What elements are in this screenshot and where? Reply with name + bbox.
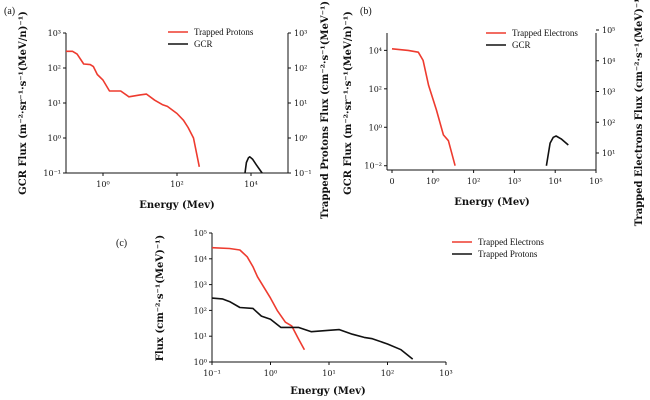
p0-ytick-right-label: 10¹ xyxy=(294,99,307,108)
c-ylabel: Flux (cm⁻²·s⁻¹(MeV)⁻¹) xyxy=(155,235,166,361)
p2-ytick-label: 10⁴ xyxy=(194,255,207,264)
p0-xtick-label: 10⁰ xyxy=(96,180,109,189)
p1-xtick-label: 0 xyxy=(389,177,394,186)
p0-ytick-right-label: 10² xyxy=(294,64,307,73)
p1-ytick-label: 10⁻² xyxy=(364,162,382,171)
p1-xtick-label: 10⁰ xyxy=(426,177,439,186)
panel-label-a: (a) xyxy=(4,6,15,17)
a-ylabel: GCR Flux (m⁻²·sr⁻¹·s⁻¹(MeV/n)⁻¹) xyxy=(18,11,29,195)
b-xlabel: Energy (Mev) xyxy=(454,197,530,208)
p2-ytick-label: 10¹ xyxy=(194,332,207,341)
p1-ytick-right-label: 10¹ xyxy=(602,149,615,158)
p1-series-gcr xyxy=(545,135,569,166)
p2-legend-label-trapped-electrons: Trapped Electrons xyxy=(478,237,544,247)
p2-xtick-label: 10³ xyxy=(439,369,452,378)
panel-label-b: (b) xyxy=(360,6,372,17)
b-ylabel-right: Trapped Electrons Flux (cm⁻²·s⁻¹(MeV)⁻¹) xyxy=(634,0,645,226)
p0-ytick-label: 10¹ xyxy=(48,99,61,108)
p2-series-trapped-electrons xyxy=(211,246,306,351)
p1-ytick-right-label: 10² xyxy=(602,118,615,127)
p0-ytick-right-label: 10³ xyxy=(294,29,307,38)
panel-label-c: (c) xyxy=(116,238,127,249)
a-xlabel: Energy (Mev) xyxy=(139,200,215,211)
p1-xtick-label: 10³ xyxy=(508,177,521,186)
p1-xtick-label: 10⁵ xyxy=(589,177,602,186)
p2-xtick-label: 10⁰ xyxy=(264,369,277,378)
p1-ytick-label: 10⁰ xyxy=(369,123,382,132)
p2-legend-label-trapped-protons: Trapped Protons xyxy=(478,249,538,259)
p1-series-trapped-electrons xyxy=(391,48,456,166)
p0-series-trapped-protons xyxy=(66,50,201,167)
p2-ytick-label: 10² xyxy=(194,306,207,315)
p1-ytick-label: 10⁴ xyxy=(369,46,382,55)
p0-ytick-label: 10³ xyxy=(48,29,61,38)
p2-ytick-label: 10³ xyxy=(194,281,207,290)
p2-ytick-label: 10⁰ xyxy=(194,358,207,367)
p2-series-trapped-protons xyxy=(211,297,414,360)
p2-xtick-label: 10⁻¹ xyxy=(203,369,221,378)
p2-ytick-label: 10⁵ xyxy=(194,229,207,238)
a-ylabel-right: Trapped Protons Flux (cm⁻²·s⁻¹(MeV⁻¹) xyxy=(320,1,331,219)
p1-ytick-right-label: 10³ xyxy=(602,88,615,97)
p1-legend-label-gcr: GCR xyxy=(512,40,531,50)
p1-ytick-right-label: 10⁴ xyxy=(602,57,615,66)
b-ylabel: GCR Flux (m⁻²·sr⁻¹·s⁻¹(MeV/n)⁻¹) xyxy=(343,11,354,195)
p0-ytick-right-label: 10⁰ xyxy=(294,134,307,143)
p0-legend-label-gcr: GCR xyxy=(194,39,213,49)
p1-ytick-label: 10² xyxy=(369,85,382,94)
p0-ytick-right-label: 10⁻¹ xyxy=(294,169,312,178)
p0-xtick-label: 10⁴ xyxy=(244,180,257,189)
p1-xtick-label: 10⁴ xyxy=(549,177,562,186)
p2-xtick-label: 10² xyxy=(381,369,394,378)
p1-legend-label-trapped-electrons: Trapped Electrons xyxy=(512,28,578,38)
p0-xtick-label: 10² xyxy=(170,180,183,189)
c-xlabel: Energy (Mev) xyxy=(290,386,366,397)
p0-series-gcr xyxy=(244,156,263,174)
p0-ytick-label: 10² xyxy=(48,64,61,73)
p0-legend-label-trapped-protons: Trapped Protons xyxy=(194,27,254,37)
p1-xtick-label: 10² xyxy=(467,177,480,186)
p2-xtick-label: 10¹ xyxy=(322,369,335,378)
p1-ytick-right-label: 10⁵ xyxy=(602,26,615,35)
p0-ytick-label: 10⁻¹ xyxy=(43,169,61,178)
p0-ytick-label: 10⁰ xyxy=(48,134,61,143)
